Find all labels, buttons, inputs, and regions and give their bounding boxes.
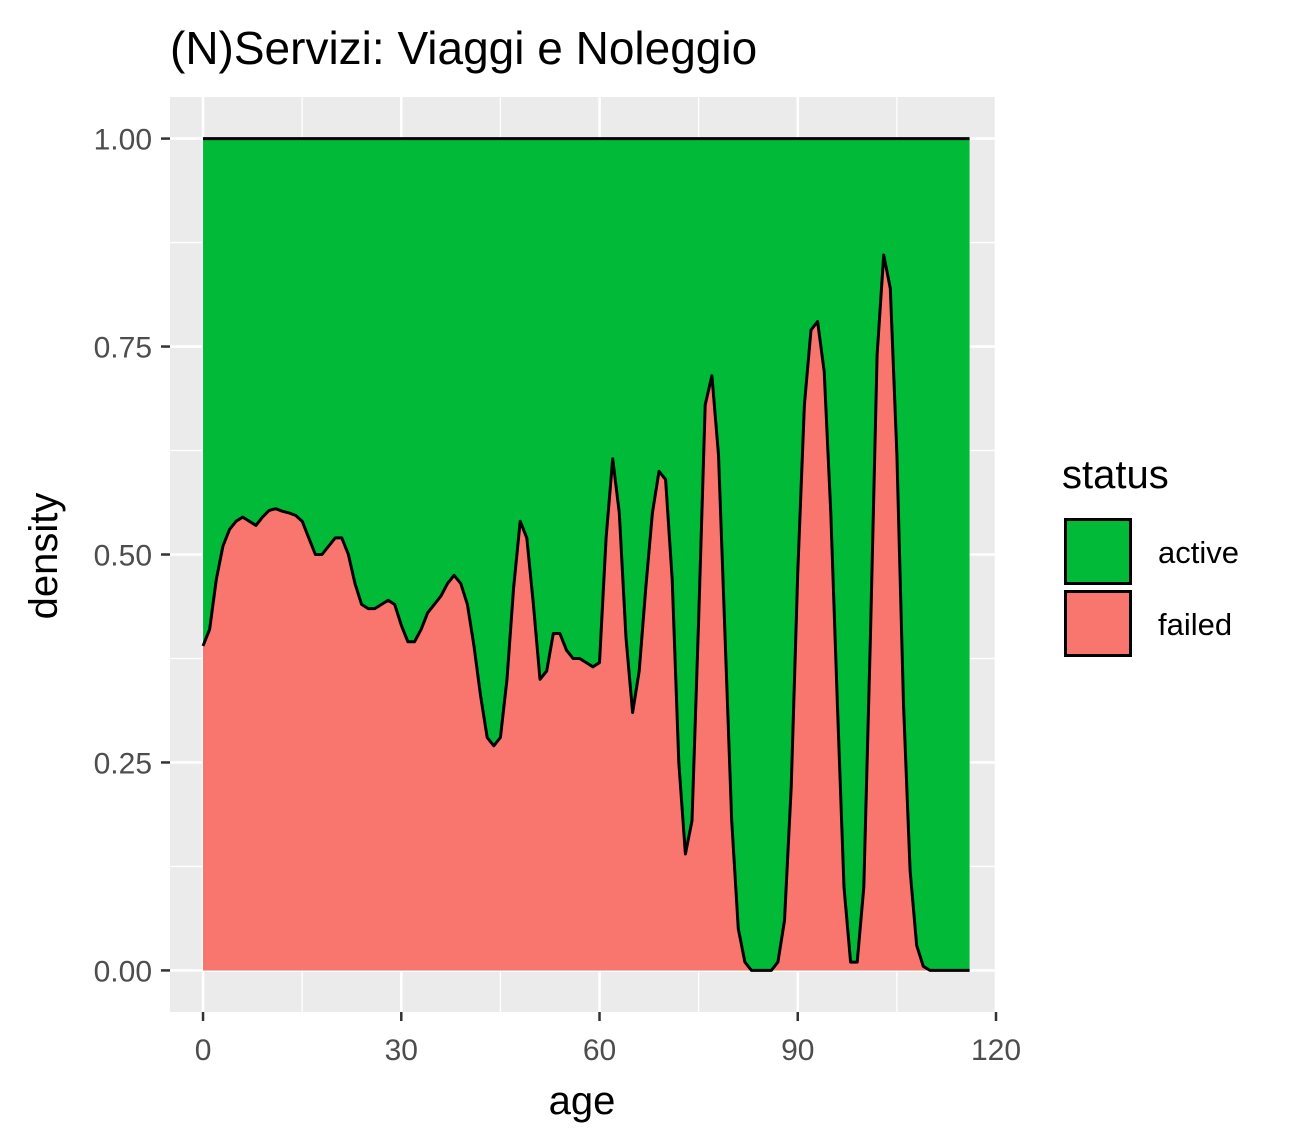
- legend: status active failed: [1062, 453, 1239, 657]
- y-tick-label: 0.75: [94, 332, 152, 365]
- y-tick-label: 0.00: [94, 955, 152, 988]
- x-tick-label: 120: [971, 1034, 1021, 1067]
- axis-ticks: [161, 137, 998, 1021]
- axis-tick-labels: 0 30 60 90 120 0.00 0.25 0.50 0.75 1.00: [94, 124, 1021, 1067]
- x-axis-title: age: [549, 1079, 616, 1123]
- legend-swatch-failed: [1064, 590, 1132, 657]
- legend-label-failed: failed: [1158, 607, 1232, 642]
- y-tick-label: 1.00: [94, 124, 152, 157]
- legend-swatch-active: [1064, 518, 1132, 585]
- x-tick-label: 0: [195, 1034, 212, 1067]
- legend-label-active: active: [1158, 535, 1239, 570]
- x-tick-label: 90: [781, 1034, 814, 1067]
- y-tick-label: 0.25: [94, 747, 152, 780]
- area-failed: [203, 255, 970, 971]
- x-tick-label: 30: [385, 1034, 418, 1067]
- legend-title: status: [1062, 453, 1169, 497]
- area-layers: [201, 137, 970, 972]
- x-tick-label: 60: [583, 1034, 616, 1067]
- y-tick-label: 0.50: [94, 540, 152, 573]
- chart-title: (N)Servizi: Viaggi e Noleggio: [170, 22, 757, 74]
- boundary-line: [201, 253, 970, 972]
- y-axis-title: density: [22, 493, 66, 620]
